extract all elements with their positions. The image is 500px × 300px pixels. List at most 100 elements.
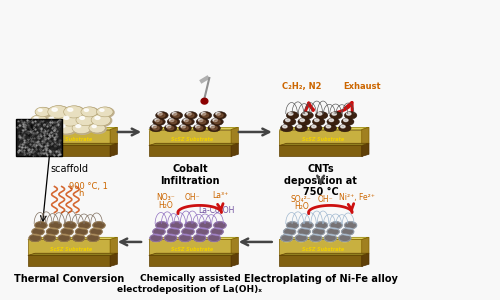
Text: H₂O: H₂O (294, 202, 308, 211)
Circle shape (213, 119, 218, 122)
Circle shape (211, 118, 224, 125)
Circle shape (182, 228, 194, 236)
Circle shape (286, 119, 290, 122)
Circle shape (72, 234, 85, 242)
Circle shape (199, 221, 211, 229)
Circle shape (188, 113, 194, 117)
Circle shape (64, 106, 85, 119)
Circle shape (194, 124, 206, 132)
Circle shape (324, 124, 336, 132)
Circle shape (80, 117, 84, 119)
Circle shape (314, 119, 319, 122)
Text: H₂O: H₂O (158, 201, 173, 210)
Text: Exhaust: Exhaust (343, 82, 380, 91)
Polygon shape (201, 98, 208, 104)
Circle shape (91, 114, 110, 126)
Polygon shape (28, 146, 110, 156)
Circle shape (297, 125, 302, 128)
Circle shape (153, 126, 159, 130)
Circle shape (344, 119, 348, 122)
Circle shape (41, 122, 62, 135)
Circle shape (76, 114, 95, 126)
Circle shape (61, 228, 74, 236)
Circle shape (217, 113, 223, 117)
Circle shape (184, 112, 197, 119)
Polygon shape (280, 146, 361, 156)
Circle shape (44, 234, 56, 242)
Circle shape (196, 228, 209, 236)
Circle shape (211, 228, 224, 236)
Circle shape (164, 234, 177, 242)
Circle shape (194, 234, 206, 242)
Polygon shape (149, 239, 231, 255)
Circle shape (48, 116, 64, 125)
Circle shape (150, 234, 162, 242)
Circle shape (342, 228, 354, 236)
Circle shape (170, 120, 176, 124)
Circle shape (61, 228, 74, 236)
Polygon shape (280, 253, 369, 255)
Text: 900 °C, 1: 900 °C, 1 (69, 182, 108, 191)
Text: C₂H₂, N2: C₂H₂, N2 (282, 82, 321, 91)
Circle shape (312, 228, 325, 236)
Circle shape (330, 221, 342, 229)
Polygon shape (149, 130, 231, 146)
Circle shape (73, 123, 92, 134)
Circle shape (199, 112, 211, 119)
Circle shape (340, 125, 345, 128)
Text: NO₃⁻: NO₃⁻ (156, 194, 175, 202)
Circle shape (194, 234, 206, 242)
Circle shape (301, 221, 314, 229)
Circle shape (286, 221, 299, 229)
Circle shape (52, 108, 58, 111)
Polygon shape (280, 130, 361, 146)
Circle shape (76, 125, 80, 128)
Circle shape (179, 234, 192, 242)
Circle shape (150, 234, 162, 242)
Circle shape (64, 116, 69, 119)
Text: La-Co-OH: La-Co-OH (198, 206, 235, 215)
Polygon shape (231, 253, 238, 266)
Circle shape (166, 125, 171, 128)
Polygon shape (110, 253, 118, 266)
Circle shape (330, 221, 342, 229)
Circle shape (72, 122, 91, 134)
Circle shape (181, 125, 186, 128)
Circle shape (81, 107, 98, 117)
Polygon shape (231, 237, 238, 255)
Text: ScSZ Substrate: ScSZ Substrate (172, 136, 213, 142)
Circle shape (156, 221, 168, 229)
Circle shape (338, 124, 351, 132)
Circle shape (280, 234, 293, 242)
Circle shape (40, 122, 61, 134)
Circle shape (29, 234, 42, 242)
Circle shape (156, 221, 168, 229)
Circle shape (38, 109, 42, 111)
Text: CNTs
deposition at
750 °C: CNTs deposition at 750 °C (284, 164, 357, 197)
Text: ScSZ Substrate: ScSZ Substrate (172, 247, 213, 251)
Circle shape (182, 126, 188, 130)
Circle shape (342, 228, 354, 236)
Circle shape (214, 112, 226, 119)
Circle shape (90, 228, 102, 236)
Circle shape (92, 115, 112, 126)
Circle shape (344, 112, 357, 119)
Circle shape (46, 228, 59, 236)
Text: Chemically assisted
electrodeposition of La(OH)ₓ: Chemically assisted electrodeposition of… (118, 274, 262, 294)
Text: ScSZ Substrate: ScSZ Substrate (302, 136, 344, 142)
Polygon shape (149, 143, 238, 146)
Circle shape (89, 123, 105, 133)
Polygon shape (28, 237, 118, 239)
Circle shape (28, 123, 45, 134)
Circle shape (46, 115, 62, 125)
Circle shape (155, 119, 160, 122)
Circle shape (298, 228, 310, 236)
Circle shape (170, 221, 182, 229)
Circle shape (49, 221, 62, 229)
Circle shape (30, 125, 34, 128)
Circle shape (179, 124, 192, 132)
Circle shape (280, 124, 293, 132)
Text: OH⁻: OH⁻ (318, 195, 334, 204)
Polygon shape (28, 239, 110, 255)
Circle shape (200, 120, 205, 124)
